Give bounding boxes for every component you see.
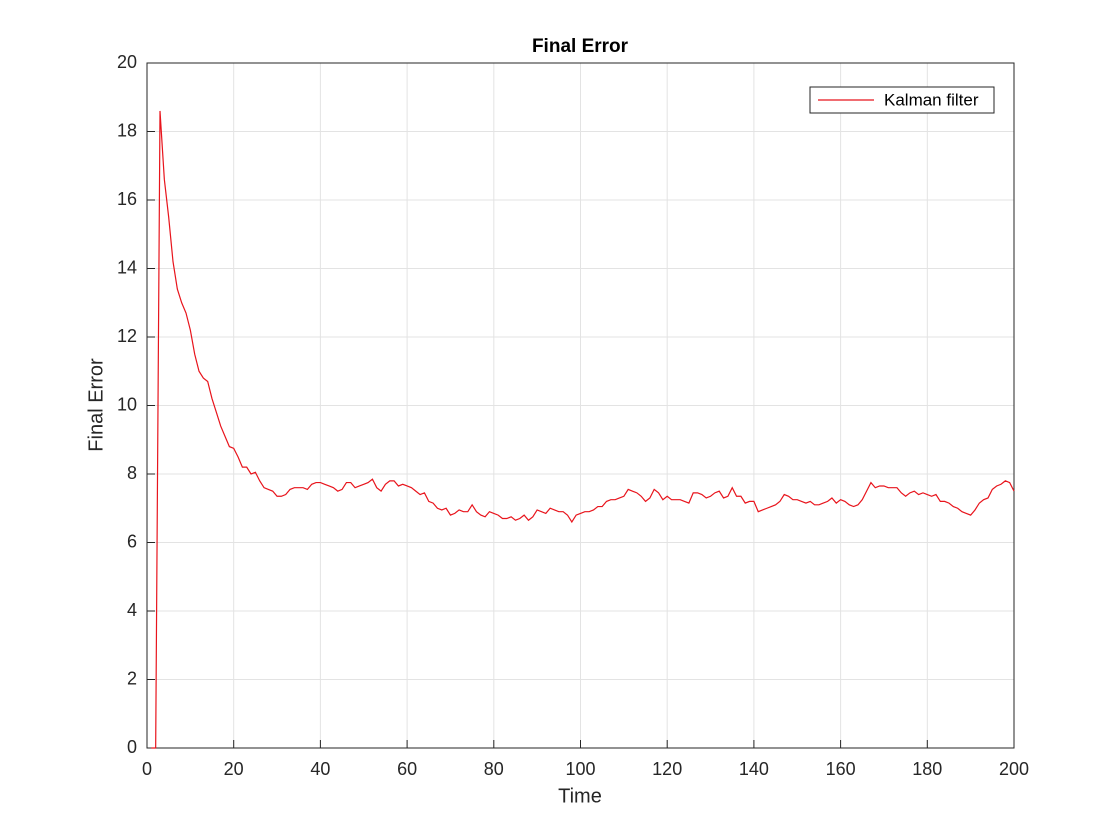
y-tick-label: 18 bbox=[117, 120, 137, 140]
x-tick-label: 0 bbox=[142, 759, 152, 779]
y-tick-label: 8 bbox=[127, 463, 137, 483]
x-tick-label: 20 bbox=[224, 759, 244, 779]
x-tick-label: 180 bbox=[912, 759, 942, 779]
y-tick-label: 16 bbox=[117, 189, 137, 209]
y-tick-label: 2 bbox=[127, 668, 137, 688]
x-tick-label: 40 bbox=[310, 759, 330, 779]
plot-frame bbox=[146, 62, 1015, 749]
y-tick-label: 0 bbox=[127, 737, 137, 757]
x-tick-label: 200 bbox=[999, 759, 1029, 779]
data-line bbox=[151, 110, 1015, 749]
y-axis-label: Final Error bbox=[85, 358, 107, 452]
y-tick-label: 6 bbox=[127, 531, 137, 551]
x-tick-label: 80 bbox=[484, 759, 504, 779]
y-tick-label: 12 bbox=[117, 326, 137, 346]
y-tick-label: 10 bbox=[117, 394, 137, 414]
chart-title: Final Error bbox=[532, 36, 629, 57]
x-tick-label: 120 bbox=[652, 759, 682, 779]
x-tick-label: 60 bbox=[397, 759, 417, 779]
x-tick-label: 160 bbox=[826, 759, 856, 779]
y-tick-label: 20 bbox=[117, 52, 137, 72]
x-tick-label: 140 bbox=[739, 759, 769, 779]
legend-label: Kalman filter bbox=[884, 90, 979, 109]
x-axis-label: Time bbox=[558, 785, 602, 807]
y-tick-label: 4 bbox=[127, 600, 137, 620]
y-tick-label: 14 bbox=[117, 257, 137, 277]
x-tick-label: 100 bbox=[565, 759, 595, 779]
